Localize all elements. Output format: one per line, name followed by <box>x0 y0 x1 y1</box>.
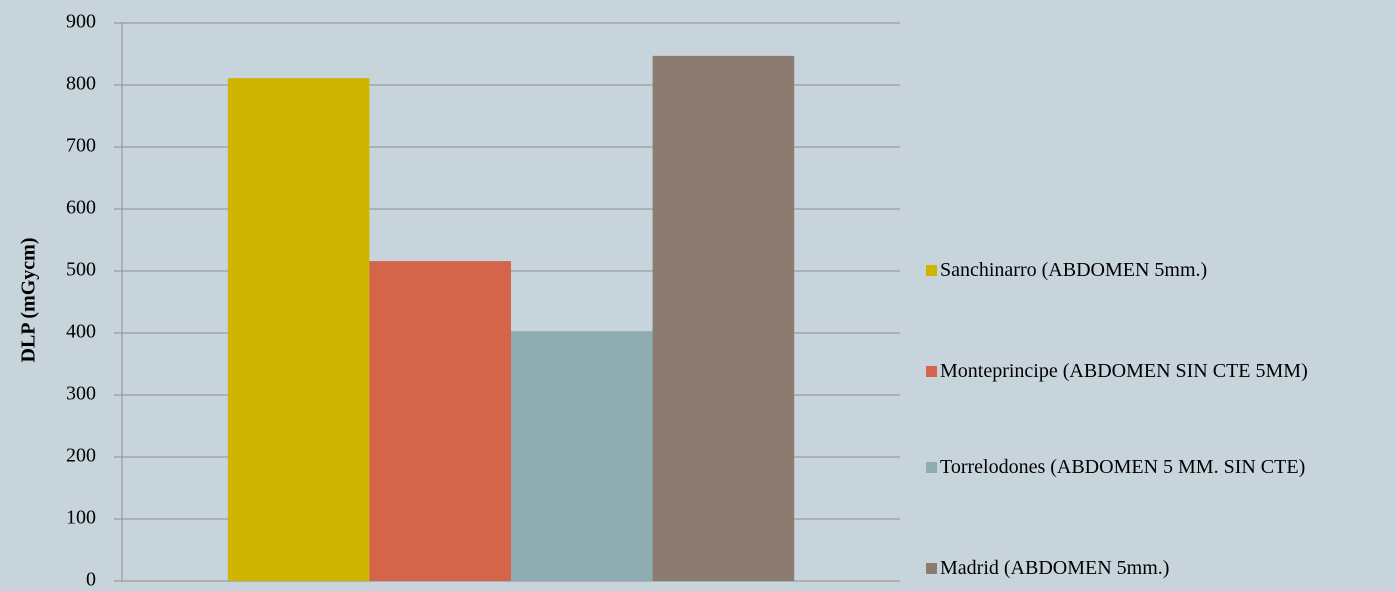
y-tick-label: 700 <box>66 135 96 157</box>
legend-swatch <box>926 563 937 574</box>
legend-entry: Madrid (ABDOMEN 5mm.) <box>926 555 1391 581</box>
legend-swatch <box>926 462 937 473</box>
bar <box>227 78 370 582</box>
legend-entry: Sanchinarro (ABDOMEN 5mm.) <box>926 257 1391 283</box>
legend-entry: Torrelodones (ABDOMEN 5 MM. SIN CTE) <box>926 454 1391 480</box>
y-tick-label: 600 <box>66 197 96 219</box>
y-tick-label: 0 <box>86 569 96 591</box>
y-tick-label: 800 <box>66 73 96 95</box>
legend-swatch <box>926 265 937 276</box>
legend-label: Torrelodones (ABDOMEN 5 MM. SIN CTE) <box>940 456 1306 478</box>
legend-label: Sanchinarro (ABDOMEN 5mm.) <box>940 259 1208 281</box>
y-axis-label: DLP (mGycm) <box>18 238 40 363</box>
bar <box>511 331 653 581</box>
y-tick-label: 500 <box>66 259 96 281</box>
bar <box>652 55 795 582</box>
y-tick-label: 100 <box>66 507 96 529</box>
legend-label: Monteprincipe (ABDOMEN SIN CTE 5MM) <box>940 360 1308 382</box>
y-tick-label: 400 <box>66 321 96 343</box>
legend-swatch <box>926 366 937 377</box>
y-tick-label: 300 <box>66 383 96 405</box>
y-tick-label: 200 <box>66 445 96 467</box>
bar <box>369 261 511 581</box>
legend-label: Madrid (ABDOMEN 5mm.) <box>940 557 1170 579</box>
y-tick-label: 900 <box>66 11 96 33</box>
legend-entry: Monteprincipe (ABDOMEN SIN CTE 5MM) <box>926 358 1391 384</box>
